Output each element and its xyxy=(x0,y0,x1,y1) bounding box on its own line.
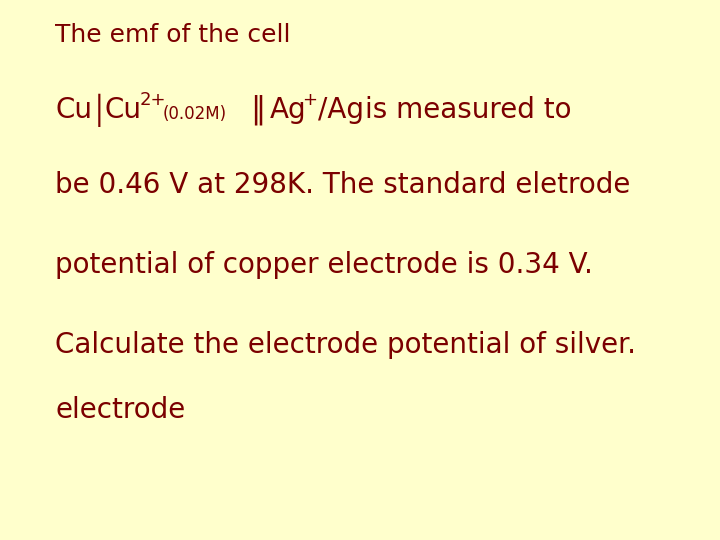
Text: +: + xyxy=(302,91,317,109)
Bar xyxy=(18,41,29,52)
Text: │: │ xyxy=(91,93,108,127)
Bar xyxy=(18,28,29,39)
Text: electrode: electrode xyxy=(55,396,185,424)
Text: potential of copper electrode is 0.34 V.: potential of copper electrode is 0.34 V. xyxy=(55,251,593,279)
Text: be 0.46 V at 298K. The standard eletrode: be 0.46 V at 298K. The standard eletrode xyxy=(55,171,631,199)
Text: Ag: Ag xyxy=(270,96,307,124)
Text: /Ag: /Ag xyxy=(318,96,364,124)
Text: ‖: ‖ xyxy=(250,94,265,125)
Text: Cu: Cu xyxy=(55,96,92,124)
Bar xyxy=(30,41,41,52)
Text: 2+: 2+ xyxy=(140,91,166,109)
Text: (0.02M): (0.02M) xyxy=(163,105,227,123)
Text: is measured to: is measured to xyxy=(365,96,572,124)
Text: Calculate the electrode potential of silver.: Calculate the electrode potential of sil… xyxy=(55,331,636,359)
Text: Cu: Cu xyxy=(105,96,142,124)
Bar xyxy=(30,28,41,39)
Text: The emf of the cell: The emf of the cell xyxy=(55,23,290,47)
